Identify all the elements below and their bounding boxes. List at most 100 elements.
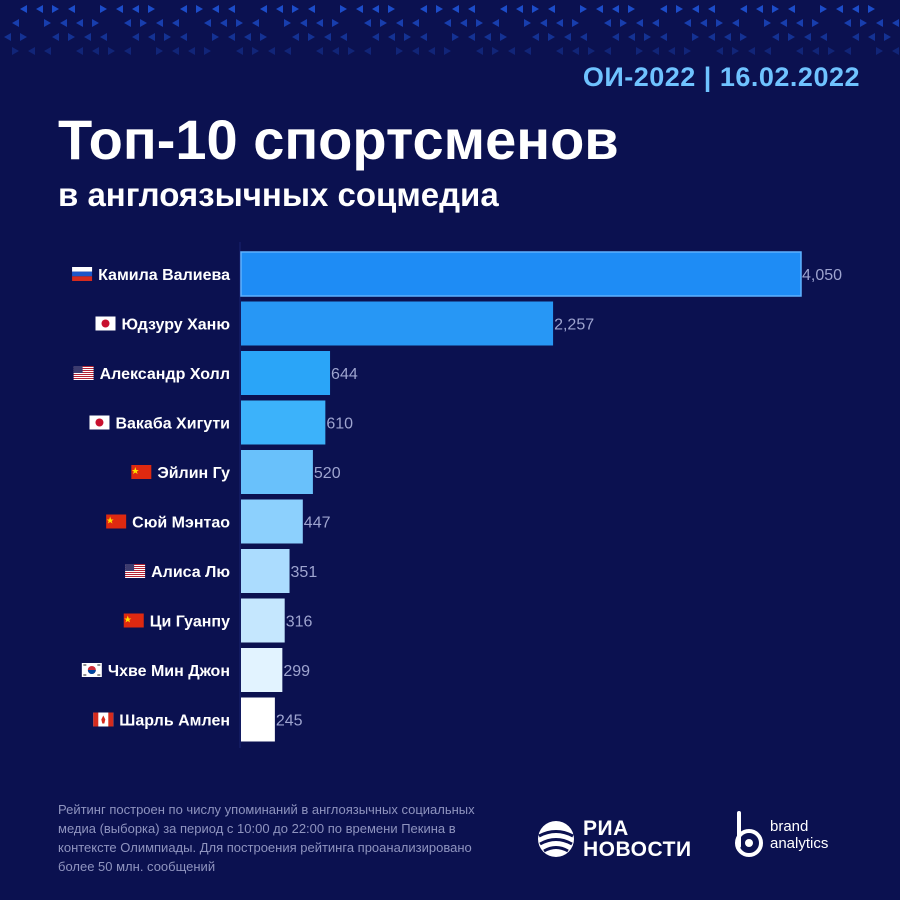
pattern-triangle [260, 5, 267, 13]
pattern-triangle [492, 19, 499, 27]
pattern-triangle [452, 33, 459, 41]
us-flag-icon [125, 564, 146, 578]
pattern-triangle [388, 5, 395, 13]
bar [241, 301, 554, 346]
pattern-triangle [588, 47, 595, 55]
pattern-triangle [604, 47, 611, 55]
pattern-triangle [892, 47, 899, 55]
category-label: Чхве Мин Джон [108, 663, 230, 680]
ca-flag-icon [93, 712, 114, 727]
pattern-triangle [716, 19, 723, 27]
pattern-triangle [892, 19, 899, 27]
pattern-triangle [828, 47, 835, 55]
pattern-triangle [628, 33, 635, 41]
value-label: 520 [314, 465, 341, 482]
pattern-triangle [684, 19, 691, 27]
pattern-triangle [692, 5, 699, 13]
pattern-triangle [612, 33, 619, 41]
pattern-triangle [124, 19, 131, 27]
pattern-triangle [212, 5, 219, 13]
pattern-triangle [180, 5, 187, 13]
pattern-triangle [172, 47, 179, 55]
pattern-triangle [340, 5, 347, 13]
value-label: 644 [331, 366, 358, 383]
pattern-triangle [580, 33, 587, 41]
pattern-triangle [764, 19, 771, 27]
pattern-triangle [396, 19, 403, 27]
pattern-triangle [572, 19, 579, 27]
pattern-triangle [524, 47, 531, 55]
pattern-triangle [788, 33, 795, 41]
pattern-triangle [708, 5, 715, 13]
pattern-triangle [596, 5, 603, 13]
pattern-triangle [724, 33, 731, 41]
pattern-triangle [564, 33, 571, 41]
pattern-triangle [860, 19, 867, 27]
footnote: Рейтинг построен по числу упоминаний в а… [58, 802, 475, 874]
category-label: Камила Валиева [98, 267, 230, 284]
pattern-triangle [388, 33, 395, 41]
ria-novosti-logo: РИА НОВОСТИ [535, 818, 692, 860]
pattern-triangle [772, 33, 779, 41]
header-date: ОИ-2022 | 16.02.2022 [582, 62, 860, 92]
pattern-triangle [540, 19, 547, 27]
pattern-triangle [652, 47, 659, 55]
pattern-triangle [12, 19, 19, 27]
pattern-triangle [460, 19, 467, 27]
pattern-triangle [652, 19, 659, 27]
pattern-triangle [196, 5, 203, 13]
pattern-triangle [420, 5, 427, 13]
pattern-triangle [92, 47, 99, 55]
pattern-triangle [60, 19, 67, 27]
pattern-triangle [636, 19, 643, 27]
pattern-triangle [500, 33, 507, 41]
pattern-triangle [44, 47, 51, 55]
pattern-triangle [172, 19, 179, 27]
pattern-triangle [4, 33, 11, 41]
pattern-triangle [308, 5, 315, 13]
pattern-triangle [524, 19, 531, 27]
pattern-triangle [852, 5, 859, 13]
pattern-triangle [380, 19, 387, 27]
pattern-triangle [364, 19, 371, 27]
pattern-triangle [420, 33, 427, 41]
pattern-triangle [500, 5, 507, 13]
value-label: 447 [304, 515, 331, 532]
pattern-triangle [252, 19, 259, 27]
pattern-triangle [820, 5, 827, 13]
pattern-triangle [396, 47, 403, 55]
bar [241, 598, 285, 643]
pattern-triangle [140, 19, 147, 27]
pattern-triangle [332, 19, 339, 27]
pattern-triangle [108, 47, 115, 55]
pattern-triangle [804, 33, 811, 41]
pattern-triangle [532, 5, 539, 13]
pattern-triangle [820, 33, 827, 41]
ru-flag-icon [72, 267, 93, 281]
pattern-triangle [12, 47, 19, 55]
page-title: Топ-10 спортсменов [58, 108, 619, 171]
pattern-triangle [740, 5, 747, 13]
pattern-triangle [660, 33, 667, 41]
pattern-triangle [468, 33, 475, 41]
pattern-triangle [436, 5, 443, 13]
pattern-triangle [452, 5, 459, 13]
pattern-triangle [36, 5, 43, 13]
pattern-triangle [676, 5, 683, 13]
jp-flag-icon [89, 415, 110, 430]
category-label: Вакаба Хигути [115, 416, 230, 433]
value-label: 316 [286, 614, 313, 631]
pattern-triangle [268, 47, 275, 55]
pattern-triangle [236, 19, 243, 27]
pattern-triangle [476, 47, 483, 55]
value-label: 299 [283, 663, 310, 680]
us-flag-icon [73, 366, 94, 380]
pattern-triangle [52, 5, 59, 13]
pattern-triangle [772, 5, 779, 13]
pattern-triangle [292, 5, 299, 13]
pattern-triangle [580, 5, 587, 13]
pattern-triangle [532, 33, 539, 41]
pattern-triangle [716, 47, 723, 55]
pattern-triangle [76, 47, 83, 55]
ba-logo-line2: analytics [770, 835, 829, 852]
